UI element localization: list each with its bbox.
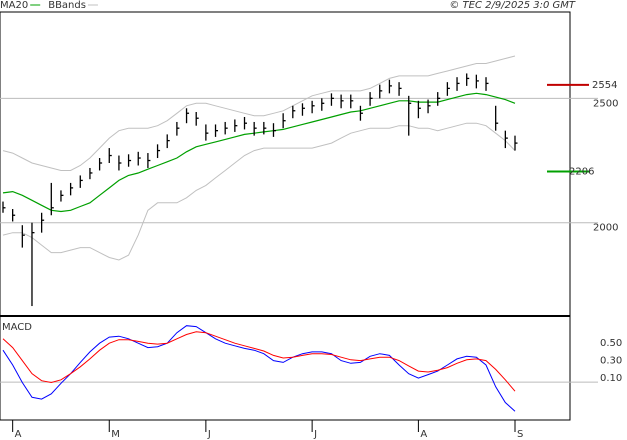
panel-title: MACD — [2, 322, 32, 333]
source: © TEC 2/9/2025 3:0 GMT — [449, 0, 576, 11]
x-tick-label: J — [313, 429, 317, 440]
legend-label: MA20 — [0, 0, 28, 11]
band-upper — [2, 55, 516, 171]
y-tick-label: 2000 — [593, 223, 618, 234]
x-tick-label: A — [420, 429, 427, 440]
y-tick-label: 0.10 — [600, 373, 622, 384]
level-label: 2554 — [592, 80, 617, 91]
y-tick-label: 2500 — [593, 98, 618, 109]
y-tick-label: 0.50 — [600, 338, 622, 349]
y-tick-label: 0.30 — [600, 356, 622, 367]
x-tick-label: J — [207, 429, 211, 440]
level-label: 2206 — [569, 166, 594, 177]
x-tick-label: A — [15, 429, 22, 440]
macd-line — [2, 331, 516, 392]
x-tick-label: S — [517, 429, 523, 440]
macd-line — [2, 325, 516, 412]
band-lower — [2, 122, 516, 261]
x-tick-label: M — [111, 429, 120, 440]
frame — [0, 11, 571, 421]
ma-line — [2, 92, 516, 213]
legend-label: BBands — [48, 0, 86, 11]
